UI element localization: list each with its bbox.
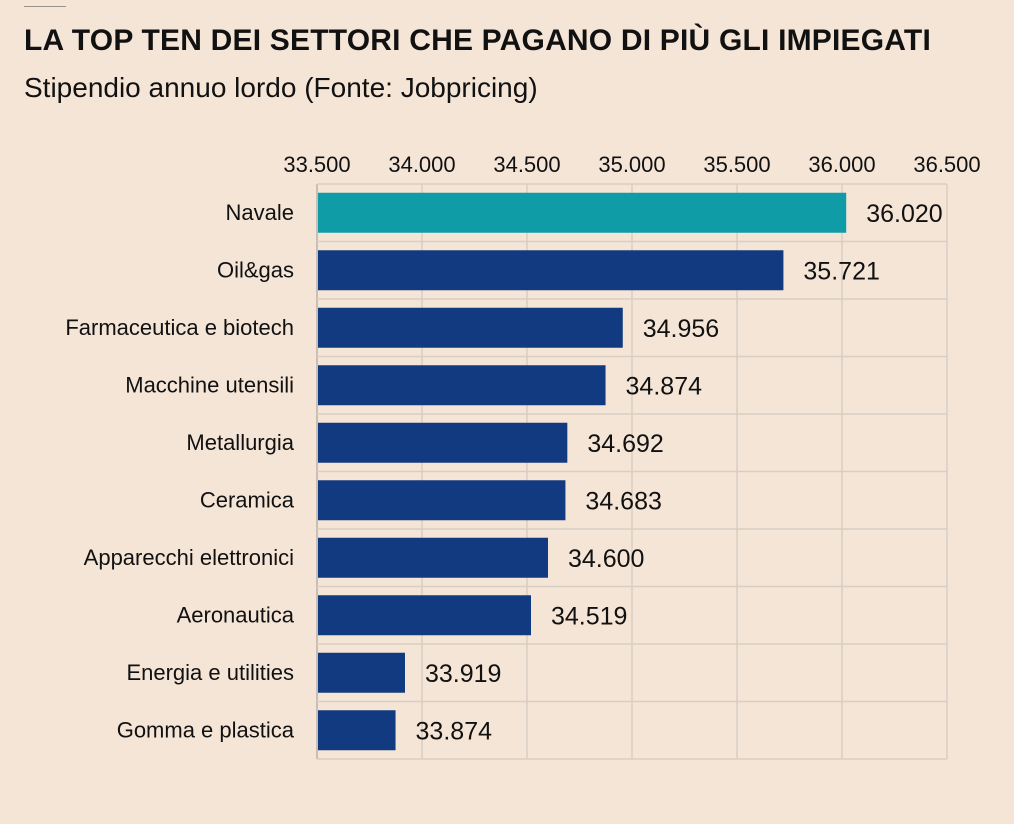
data-label: 34.692 [587, 430, 663, 458]
bar [318, 192, 847, 233]
category-label: Oil&gas [217, 257, 294, 282]
data-label: 34.956 [643, 315, 719, 343]
data-label: 34.874 [626, 372, 703, 400]
chart-title: LA TOP TEN DEI SETTORI CHE PAGANO DI PIÙ… [24, 24, 931, 57]
category-label: Apparecchi elettronici [84, 545, 294, 570]
bar [318, 365, 606, 406]
data-label: 33.874 [416, 717, 493, 745]
data-label: 36.020 [866, 200, 942, 228]
data-label: 34.683 [585, 487, 661, 515]
category-label: Farmaceutica e biotech [65, 315, 294, 340]
category-label: Ceramica [200, 487, 295, 512]
data-label: 35.721 [803, 257, 879, 285]
category-label: Navale [226, 200, 294, 225]
x-tick-label: 35.500 [703, 152, 770, 177]
bar [318, 710, 396, 751]
data-label: 34.600 [568, 545, 644, 573]
x-tick-label: 34.500 [493, 152, 560, 177]
category-label: Aeronautica [177, 602, 295, 627]
category-label: Gomma e plastica [117, 717, 295, 742]
x-tick-label: 34.000 [388, 152, 455, 177]
data-label: 33.919 [425, 660, 501, 688]
top-divider [24, 6, 66, 7]
x-tick-label: 35.000 [598, 152, 665, 177]
data-label: 34.519 [551, 602, 627, 630]
x-tick-label: 36.500 [913, 152, 980, 177]
x-tick-label: 33.500 [283, 152, 350, 177]
x-tick-label: 36.000 [808, 152, 875, 177]
bar [318, 422, 568, 463]
category-label: Metallurgia [186, 430, 294, 455]
bar [318, 652, 405, 693]
category-label: Energia e utilities [126, 660, 294, 685]
bar [318, 250, 784, 291]
category-label: Macchine utensili [125, 372, 294, 397]
bar [318, 537, 548, 578]
bar [318, 595, 531, 636]
chart-subtitle: Stipendio annuo lordo (Fonte: Jobpricing… [24, 72, 538, 103]
bar [318, 480, 566, 521]
bar [318, 307, 623, 348]
